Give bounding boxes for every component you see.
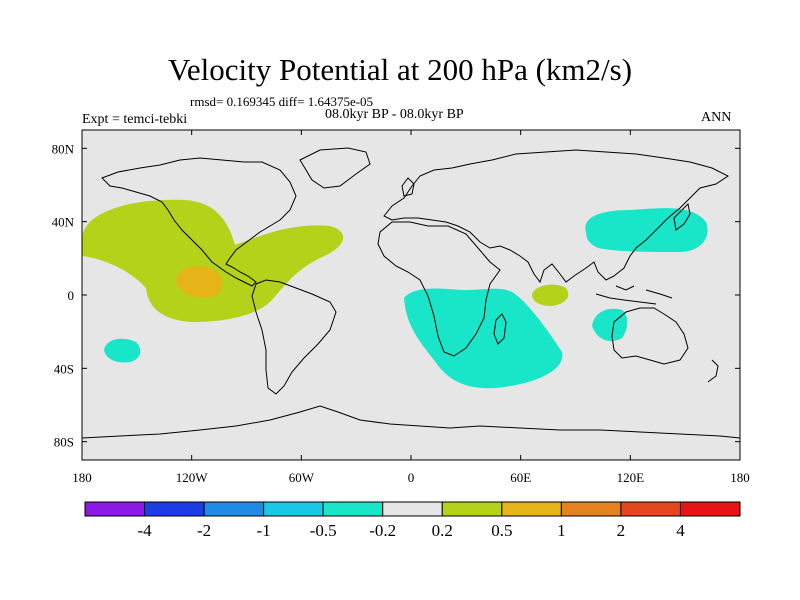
colorbar-label: 0.5 xyxy=(491,521,512,540)
colorbar-swatch xyxy=(203,501,265,517)
coast-madagascar xyxy=(493,313,507,345)
period-line: 08.0kyr BP - 08.0kyr BP xyxy=(325,107,464,122)
x-tick-label: 60E xyxy=(510,470,531,485)
x-tick-label: 180 xyxy=(730,470,750,485)
colorbar-swatch xyxy=(620,501,681,517)
coast-australia xyxy=(611,307,689,365)
colorbar-swatch xyxy=(382,501,443,517)
contour-africa-indian-negative xyxy=(404,288,563,389)
stats-line: rmsd= 0.169345 diff= 1.64375e-05 xyxy=(190,94,374,109)
axis-labels: 180 120W 60W 0 60E 120E 180 80N 40N 0 40S 80S xyxy=(52,141,750,485)
y-tick-label: 80N xyxy=(52,141,75,156)
axis-ticks xyxy=(81,130,741,460)
colorbar-label: -2 xyxy=(197,521,211,540)
colorbar: -4 -2 -1 -0.5 -0.2 0.2 0.5 1 2 4 xyxy=(84,501,741,540)
coast-africa xyxy=(377,221,501,357)
colorbar-swatch xyxy=(441,501,503,517)
coast-uk xyxy=(401,177,415,197)
coast-greenland xyxy=(299,147,371,189)
contour-australia-negative xyxy=(592,308,628,342)
y-tick-label: 80S xyxy=(54,435,74,450)
coast-antarctica xyxy=(81,405,741,439)
x-tick-label: 120W xyxy=(176,470,209,485)
colorbar-label: 2 xyxy=(617,521,626,540)
coast-new-zealand xyxy=(707,359,719,383)
colorbar-swatch xyxy=(560,501,622,517)
y-tick-label: 40N xyxy=(52,215,75,230)
coast-north-america xyxy=(101,157,297,287)
colorbar-swatch xyxy=(322,501,384,517)
coast-indonesia xyxy=(595,285,673,305)
contour-east-asia-negative xyxy=(585,208,708,252)
y-tick-label: 40S xyxy=(54,361,74,376)
coast-eurasia xyxy=(383,149,729,284)
colorbar-label: 1 xyxy=(557,521,566,540)
colorbar-swatch xyxy=(84,501,146,517)
colorbar-swatch xyxy=(263,501,324,517)
colorbar-label: -0.5 xyxy=(310,521,337,540)
colorbar-swatch xyxy=(144,501,205,517)
x-tick-label: 0 xyxy=(408,470,415,485)
x-tick-label: 120E xyxy=(617,470,645,485)
colorbar-label: 0.2 xyxy=(432,521,453,540)
colorbar-label: -1 xyxy=(257,521,271,540)
x-tick-label: 180 xyxy=(72,470,92,485)
coast-south-america xyxy=(251,279,337,395)
x-tick-label: 60W xyxy=(289,470,315,485)
coastlines xyxy=(81,147,741,439)
colorbar-swatch xyxy=(501,501,562,517)
season-label: ANN xyxy=(701,110,732,125)
contour-central-pacific-max xyxy=(176,266,223,298)
colorbar-swatch xyxy=(679,501,741,517)
colorbar-label: 4 xyxy=(676,521,685,540)
figure-title: Velocity Potential at 200 hPa (km2/s) xyxy=(167,52,633,87)
contour-pacific-positive xyxy=(82,199,344,322)
y-tick-label: 0 xyxy=(68,288,75,303)
coast-japan xyxy=(673,202,691,231)
experiment-label: Expt = temci-tebki xyxy=(82,112,188,127)
contour-south-pacific-negative xyxy=(104,338,141,363)
contour-indian-ocean-positive xyxy=(532,284,569,306)
colorbar-label: -0.2 xyxy=(369,521,396,540)
colorbar-label: -4 xyxy=(137,521,152,540)
